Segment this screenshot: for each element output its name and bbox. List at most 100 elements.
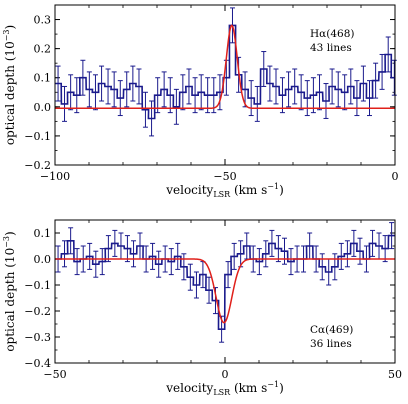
error-bar [92,74,98,111]
y-tick-label: 0.0 [34,101,52,114]
annotation-line-2: 36 lines [310,338,352,350]
error-bar [80,59,86,96]
y-tick-label: −0.4 [24,357,51,370]
error-bar [354,80,360,117]
error-bar [360,65,366,102]
annotation-line-2: 43 lines [310,42,352,54]
error-bar [382,235,388,263]
error-bar [342,74,348,111]
error-bar [74,77,80,114]
x-tick-label: −100 [40,170,70,183]
error-bar [86,71,92,108]
error-bar [286,71,292,108]
error-bar [156,250,162,278]
error-bar [186,68,192,105]
error-bar [298,74,304,111]
error-bar [319,253,325,281]
plot-frame [54,219,396,364]
error-bar [55,65,61,102]
error-bar [279,77,285,114]
plot-frame [54,4,396,166]
annotation-line-1: Hα(468) [310,28,354,40]
error-bar [99,65,105,102]
error-bar [93,250,99,278]
error-bar [193,271,199,299]
x-tick-label: 0 [222,368,229,381]
error-bar [211,77,217,114]
data-histogram [55,234,395,330]
error-bar [205,77,211,114]
error-bar [187,263,193,291]
error-bar [225,261,231,289]
x-tick-label: −50 [43,368,66,381]
y-tick-label: −0.3 [24,331,51,344]
error-bar [351,229,357,257]
error-bar [198,74,204,111]
bottom-panel: −0.4 −0.3 −0.2 −0.1 0.0 0.1 −50 0 50 Cα(469) 36… [2,219,402,397]
error-bar [267,65,273,102]
error-bar [68,227,74,255]
x-axis-label: velocityLSR (km s−1) [165,182,284,199]
error-bar [231,242,237,270]
error-bar [335,71,341,108]
error-bar [275,235,281,263]
error-bar [131,240,137,268]
error-bar [87,242,93,270]
error-bar [248,80,254,117]
error-bar [254,85,260,122]
gaussian-fit-line [55,258,395,324]
y-tick-label: −0.1 [24,279,51,292]
error-bar [357,237,363,265]
error-bar [385,36,391,73]
error-bar [304,80,310,117]
error-bar [282,237,287,265]
error-bar [150,242,156,270]
gaussian-fit-line [55,24,395,110]
error-bar [167,77,173,114]
error-bar [74,248,80,276]
error-bar [310,77,316,114]
error-bar [373,62,379,99]
y-tick-label: 0.3 [34,14,52,27]
y-tick-label: 0.1 [34,227,52,240]
error-bar [175,242,181,270]
y-axis-label: optical depth (10−3) [2,25,17,145]
error-bar [155,77,161,114]
y-tick-label: 0.0 [34,253,52,266]
error-bar [181,253,187,281]
error-bar [379,53,385,90]
error-bar [130,65,136,102]
error-bar [62,240,68,268]
error-bar [338,242,344,270]
error-bar [206,276,212,304]
error-bar [256,248,262,276]
y-tick-label: 0.1 [34,72,52,85]
y-tick-label: 0.2 [34,43,52,56]
error-bar [288,248,294,276]
error-bar [344,240,350,268]
error-bar [149,100,155,137]
error-bar [323,83,329,119]
error-bar [317,74,323,111]
error-bar [389,222,395,250]
x-tick-label: 0 [392,170,399,183]
error-bar [99,248,105,276]
annotation-line-1: Cα(469) [310,324,353,336]
error-bar [173,88,179,125]
y-tick-label: −0.1 [24,130,51,143]
error-bar [62,85,68,122]
error-bar [168,248,174,276]
top-panel: −0.2 −0.1 0.0 0.1 0.2 0.3 −100 −50 0 Hα(468) 43… [2,4,399,199]
x-axis-label: velocityLSR (km s−1) [165,380,284,397]
error-bar [261,51,267,87]
y-axis-label: optical depth (10−3) [2,231,17,351]
error-bar [370,229,376,257]
error-bar [329,68,335,105]
error-bar [161,71,167,108]
error-bar [348,68,354,105]
error-bar [112,229,118,257]
error-bar [391,59,397,96]
error-bar [367,80,372,117]
error-bar [136,68,142,105]
